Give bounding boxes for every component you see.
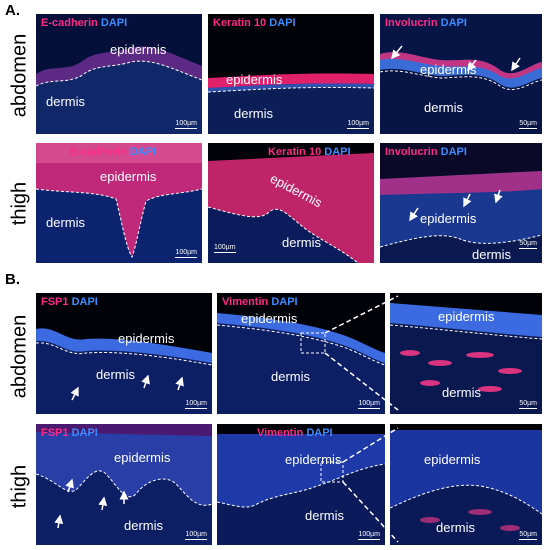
micrograph-b-abdomen-fsp1: FSP1 DAPI epidermis dermis 100µm <box>36 293 212 414</box>
scale-bar: 100µm <box>214 244 236 253</box>
tissue-image <box>36 14 202 134</box>
scale-bar: 50µm <box>519 531 537 540</box>
epidermis-label: epidermis <box>438 309 495 324</box>
tissue-image <box>390 424 542 545</box>
dermis-label: dermis <box>442 385 482 400</box>
dermis-label: dermis <box>472 247 512 262</box>
row-label-b-thigh: thigh <box>8 464 31 509</box>
scale-bar: 100µm <box>175 249 197 258</box>
tissue-image <box>208 143 374 263</box>
row-label-a-thigh: thigh <box>8 181 31 226</box>
scale-bar: 100µm <box>347 120 369 129</box>
micrograph-b-thigh-vimentin: Vimentin DAPI epidermis dermis 100µm <box>217 424 385 545</box>
micrograph-a-abdomen-involucrin: Involucrin DAPI epidermis dermis 50µm <box>380 14 542 134</box>
epidermis-label: epidermis <box>118 331 175 346</box>
dermis-label: dermis <box>234 106 274 121</box>
row-label-b-abdomen: abdomen <box>8 314 31 399</box>
scale-bar: 100µm <box>358 531 380 540</box>
epidermis-label: epidermis <box>424 452 481 467</box>
stain-caption: FSP1 DAPI <box>41 427 98 439</box>
stain-caption: Involucrin DAPI <box>385 146 467 158</box>
stain-caption: E-cadherin DAPI <box>41 17 128 29</box>
dermis-label: dermis <box>46 94 86 109</box>
dermis-label: dermis <box>305 508 345 523</box>
micrograph-a-abdomen-keratin10: Keratin 10 DAPI epidermis dermis 100µm <box>208 14 374 134</box>
dermis-label: dermis <box>96 367 136 382</box>
panel-b-label: B. <box>5 271 20 288</box>
scale-bar: 100µm <box>358 400 380 409</box>
stain-caption: E-cadherin DAPI <box>70 146 157 158</box>
tissue-image <box>36 424 212 545</box>
scale-bar: 50µm <box>519 120 537 129</box>
scale-bar: 100µm <box>185 531 207 540</box>
tissue-image <box>217 424 385 545</box>
scale-bar: 50µm <box>519 400 537 409</box>
epidermis-label: epidermis <box>100 169 157 184</box>
dermis-label: dermis <box>46 215 86 230</box>
epidermis-label: epidermis <box>241 311 298 326</box>
micrograph-a-thigh-keratin10: Keratin 10 DAPI epidermis dermis 100µm <box>208 143 374 263</box>
scale-bar: 100µm <box>175 120 197 129</box>
micrograph-b-thigh-fsp1: FSP1 DAPI epidermis dermis 100µm <box>36 424 212 545</box>
micrograph-a-thigh-ecadherin: E-cadherin DAPI epidermis dermis 100µm <box>36 143 202 263</box>
epidermis-label: epidermis <box>420 62 477 77</box>
micrograph-a-abdomen-ecadherin: E-cadherin DAPI epidermis dermis 100µm <box>36 14 202 134</box>
epidermis-label: epidermis <box>114 450 171 465</box>
dermis-label: dermis <box>124 518 164 533</box>
stain-caption: Involucrin DAPI <box>385 17 467 29</box>
epidermis-label: epidermis <box>226 72 283 87</box>
dermis-label: dermis <box>436 520 476 535</box>
micrograph-b-abdomen-vimentin: Vimentin DAPI epidermis dermis 100µm <box>217 293 385 414</box>
panel-a-label: A. <box>5 2 20 19</box>
stain-caption: Vimentin DAPI <box>222 296 298 308</box>
micrograph-b-abdomen-zoom: epidermis dermis 50µm <box>390 293 542 414</box>
epidermis-label: epidermis <box>110 42 167 57</box>
stain-caption: FSP1 DAPI <box>41 296 98 308</box>
tissue-image <box>36 143 202 263</box>
scale-bar: 100µm <box>185 400 207 409</box>
stain-caption: Keratin 10 DAPI <box>213 17 296 29</box>
dermis-label: dermis <box>282 235 322 250</box>
tissue-image <box>208 14 374 134</box>
stain-caption: Vimentin DAPI <box>257 427 333 439</box>
tissue-image <box>380 143 542 263</box>
epidermis-label: epidermis <box>285 452 342 467</box>
dermis-label: dermis <box>271 369 311 384</box>
scale-bar: 50µm <box>519 240 537 249</box>
micrograph-b-thigh-zoom: epidermis dermis 50µm <box>390 424 542 545</box>
dermis-label: dermis <box>424 100 464 115</box>
tissue-image <box>380 14 542 134</box>
tissue-image <box>390 293 542 414</box>
row-label-a-abdomen: abdomen <box>8 33 31 118</box>
micrograph-a-thigh-involucrin: Involucrin DAPI epidermis dermis 50µm <box>380 143 542 263</box>
stain-caption: Keratin 10 DAPI <box>268 146 351 158</box>
epidermis-label: epidermis <box>420 211 477 226</box>
tissue-image <box>36 293 212 414</box>
